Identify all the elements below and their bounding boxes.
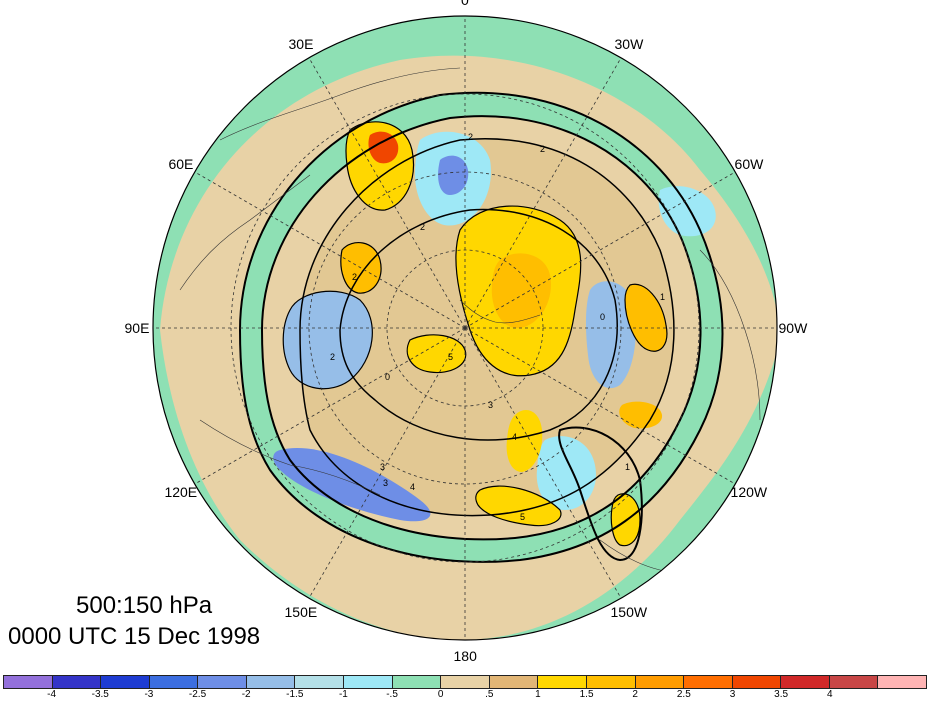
- colorbar-swatch: [781, 676, 830, 688]
- meridian-line: [194, 327, 466, 485]
- colorbar-swatch: [684, 676, 733, 688]
- colorbar-swatch: [101, 676, 150, 688]
- colorbar-swatch: [635, 676, 685, 688]
- colorbar-swatch: [392, 676, 442, 688]
- meridian-line: [464, 171, 736, 329]
- colorbar-swatch: [295, 676, 345, 688]
- longitude-label: 60E: [168, 156, 194, 172]
- longitude-label: 180: [453, 648, 477, 664]
- positive-anomaly-bering: [506, 410, 543, 472]
- positive-anomaly-siberia: [407, 334, 466, 373]
- longitude-label: 0: [461, 0, 469, 8]
- longitude-label: 120E: [164, 484, 198, 500]
- colorbar-tick-labels: -4 -3.5 -3 -2.5 -2 -1.5 -1 -.5 0 .5 1 1.5 2 2.5 3 3.5 4: [3, 689, 927, 702]
- longitude-label: 60W: [734, 156, 764, 172]
- colorbar-tick-label: -3.5: [91, 689, 109, 700]
- colorbar-swatch: [198, 676, 247, 688]
- meridian-line: [194, 171, 466, 329]
- longitude-label: 30E: [288, 35, 314, 52]
- positive-anomaly-hudson: [625, 284, 667, 352]
- colorbar-tick-label: 2: [632, 689, 638, 700]
- contour-label: 5: [448, 352, 453, 362]
- positive-anomaly-scandinavia-core: [368, 131, 399, 164]
- colorbar-swatch: [149, 676, 199, 688]
- colorbar-tick-label: -2: [241, 689, 251, 700]
- map-disk: [153, 16, 777, 640]
- contour-label: 2: [468, 132, 473, 142]
- contour-label: 3: [380, 462, 385, 472]
- meridian-line: [308, 57, 466, 329]
- pressure-level-title: 500:150 hPa: [76, 592, 213, 619]
- colorbar-swatch: [52, 676, 102, 688]
- colorbar-swatch: [829, 676, 879, 688]
- colorbar-tick-label: 3: [729, 689, 736, 700]
- colorbar-tick-label: 3.5: [774, 689, 789, 700]
- colorbar-tick-label: 1.5: [579, 689, 594, 700]
- positive-anomaly-labrador: [619, 401, 663, 429]
- colorbar-tick-label: -.5: [386, 689, 398, 700]
- longitude-label: 150E: [284, 604, 318, 621]
- colorbar-tick-label: 2.5: [676, 689, 691, 700]
- colorbar-swatch: [344, 676, 393, 688]
- colorbar-swatch: [586, 676, 636, 688]
- contour-label: 0: [600, 312, 605, 322]
- colorbar-swatch: [441, 676, 490, 688]
- contour-label: 3: [488, 400, 493, 410]
- colorbar-tick-label: 4: [826, 689, 833, 700]
- contour-lines: [238, 91, 724, 563]
- contour-label: 2: [420, 222, 425, 232]
- colorbar-swatch: [732, 676, 782, 688]
- longitude-label: 150W: [610, 604, 648, 621]
- colorbar-tick-label: -2.5: [188, 689, 207, 700]
- colorbar-tick-label: 0: [437, 689, 444, 700]
- contour-label: 2: [330, 352, 335, 362]
- negative-anomaly-atlantic: [658, 186, 716, 237]
- negative-anomaly-asia: [283, 291, 373, 389]
- colorbar-tick-label: 1: [535, 689, 541, 700]
- meridians: [153, 16, 777, 640]
- contour-label: 0: [385, 372, 390, 382]
- contour-label: 2: [352, 272, 357, 282]
- map-boundary: [152, 15, 778, 641]
- contour-label: 3: [383, 478, 388, 488]
- colorbar-swatch: [538, 676, 587, 688]
- positive-anomaly-arctic-core: [491, 253, 551, 329]
- contour-label: 4: [410, 482, 415, 492]
- negative-anomaly-europe-core: [438, 155, 469, 195]
- contour-label: 4: [512, 432, 517, 442]
- contour-label: 2: [540, 144, 545, 154]
- graticule: [153, 16, 777, 640]
- colorbar-tick-label: -3: [144, 689, 154, 700]
- negative-anomaly-pacific: [273, 448, 431, 522]
- meridian-line: [308, 327, 466, 599]
- colorbar: [3, 675, 927, 689]
- negative-anomaly-canada: [585, 281, 636, 389]
- colorbar-tick-label: -4: [47, 689, 57, 700]
- colorbar-swatch: [489, 676, 539, 688]
- colorbar-swatch: [878, 676, 926, 688]
- longitude-label: 90E: [124, 320, 150, 336]
- meridian-line: [464, 57, 622, 329]
- colorbar-tick-label: .5: [485, 689, 494, 700]
- colorbar-swatch: [246, 676, 296, 688]
- longitude-label: 30W: [614, 35, 644, 52]
- timestamp-title: 0000 UTC 15 Dec 1998: [8, 623, 261, 650]
- meridian-line: [464, 327, 622, 599]
- colorbar-tick-label: -1: [338, 689, 348, 700]
- longitude-label: 90W: [778, 320, 808, 336]
- meridian-line: [464, 327, 736, 485]
- contour-label: 1: [660, 292, 665, 302]
- contour-labels: 2 2 2 2 2 3 3 3 4 4 5 5 1 1 0 0: [330, 132, 665, 522]
- colorbar-swatch: [4, 676, 53, 688]
- contour-label: 1: [625, 462, 630, 472]
- colorbar-tick-label: -1.5: [286, 689, 304, 700]
- contour-label: 5: [520, 512, 525, 522]
- longitude-label: 120W: [730, 484, 768, 500]
